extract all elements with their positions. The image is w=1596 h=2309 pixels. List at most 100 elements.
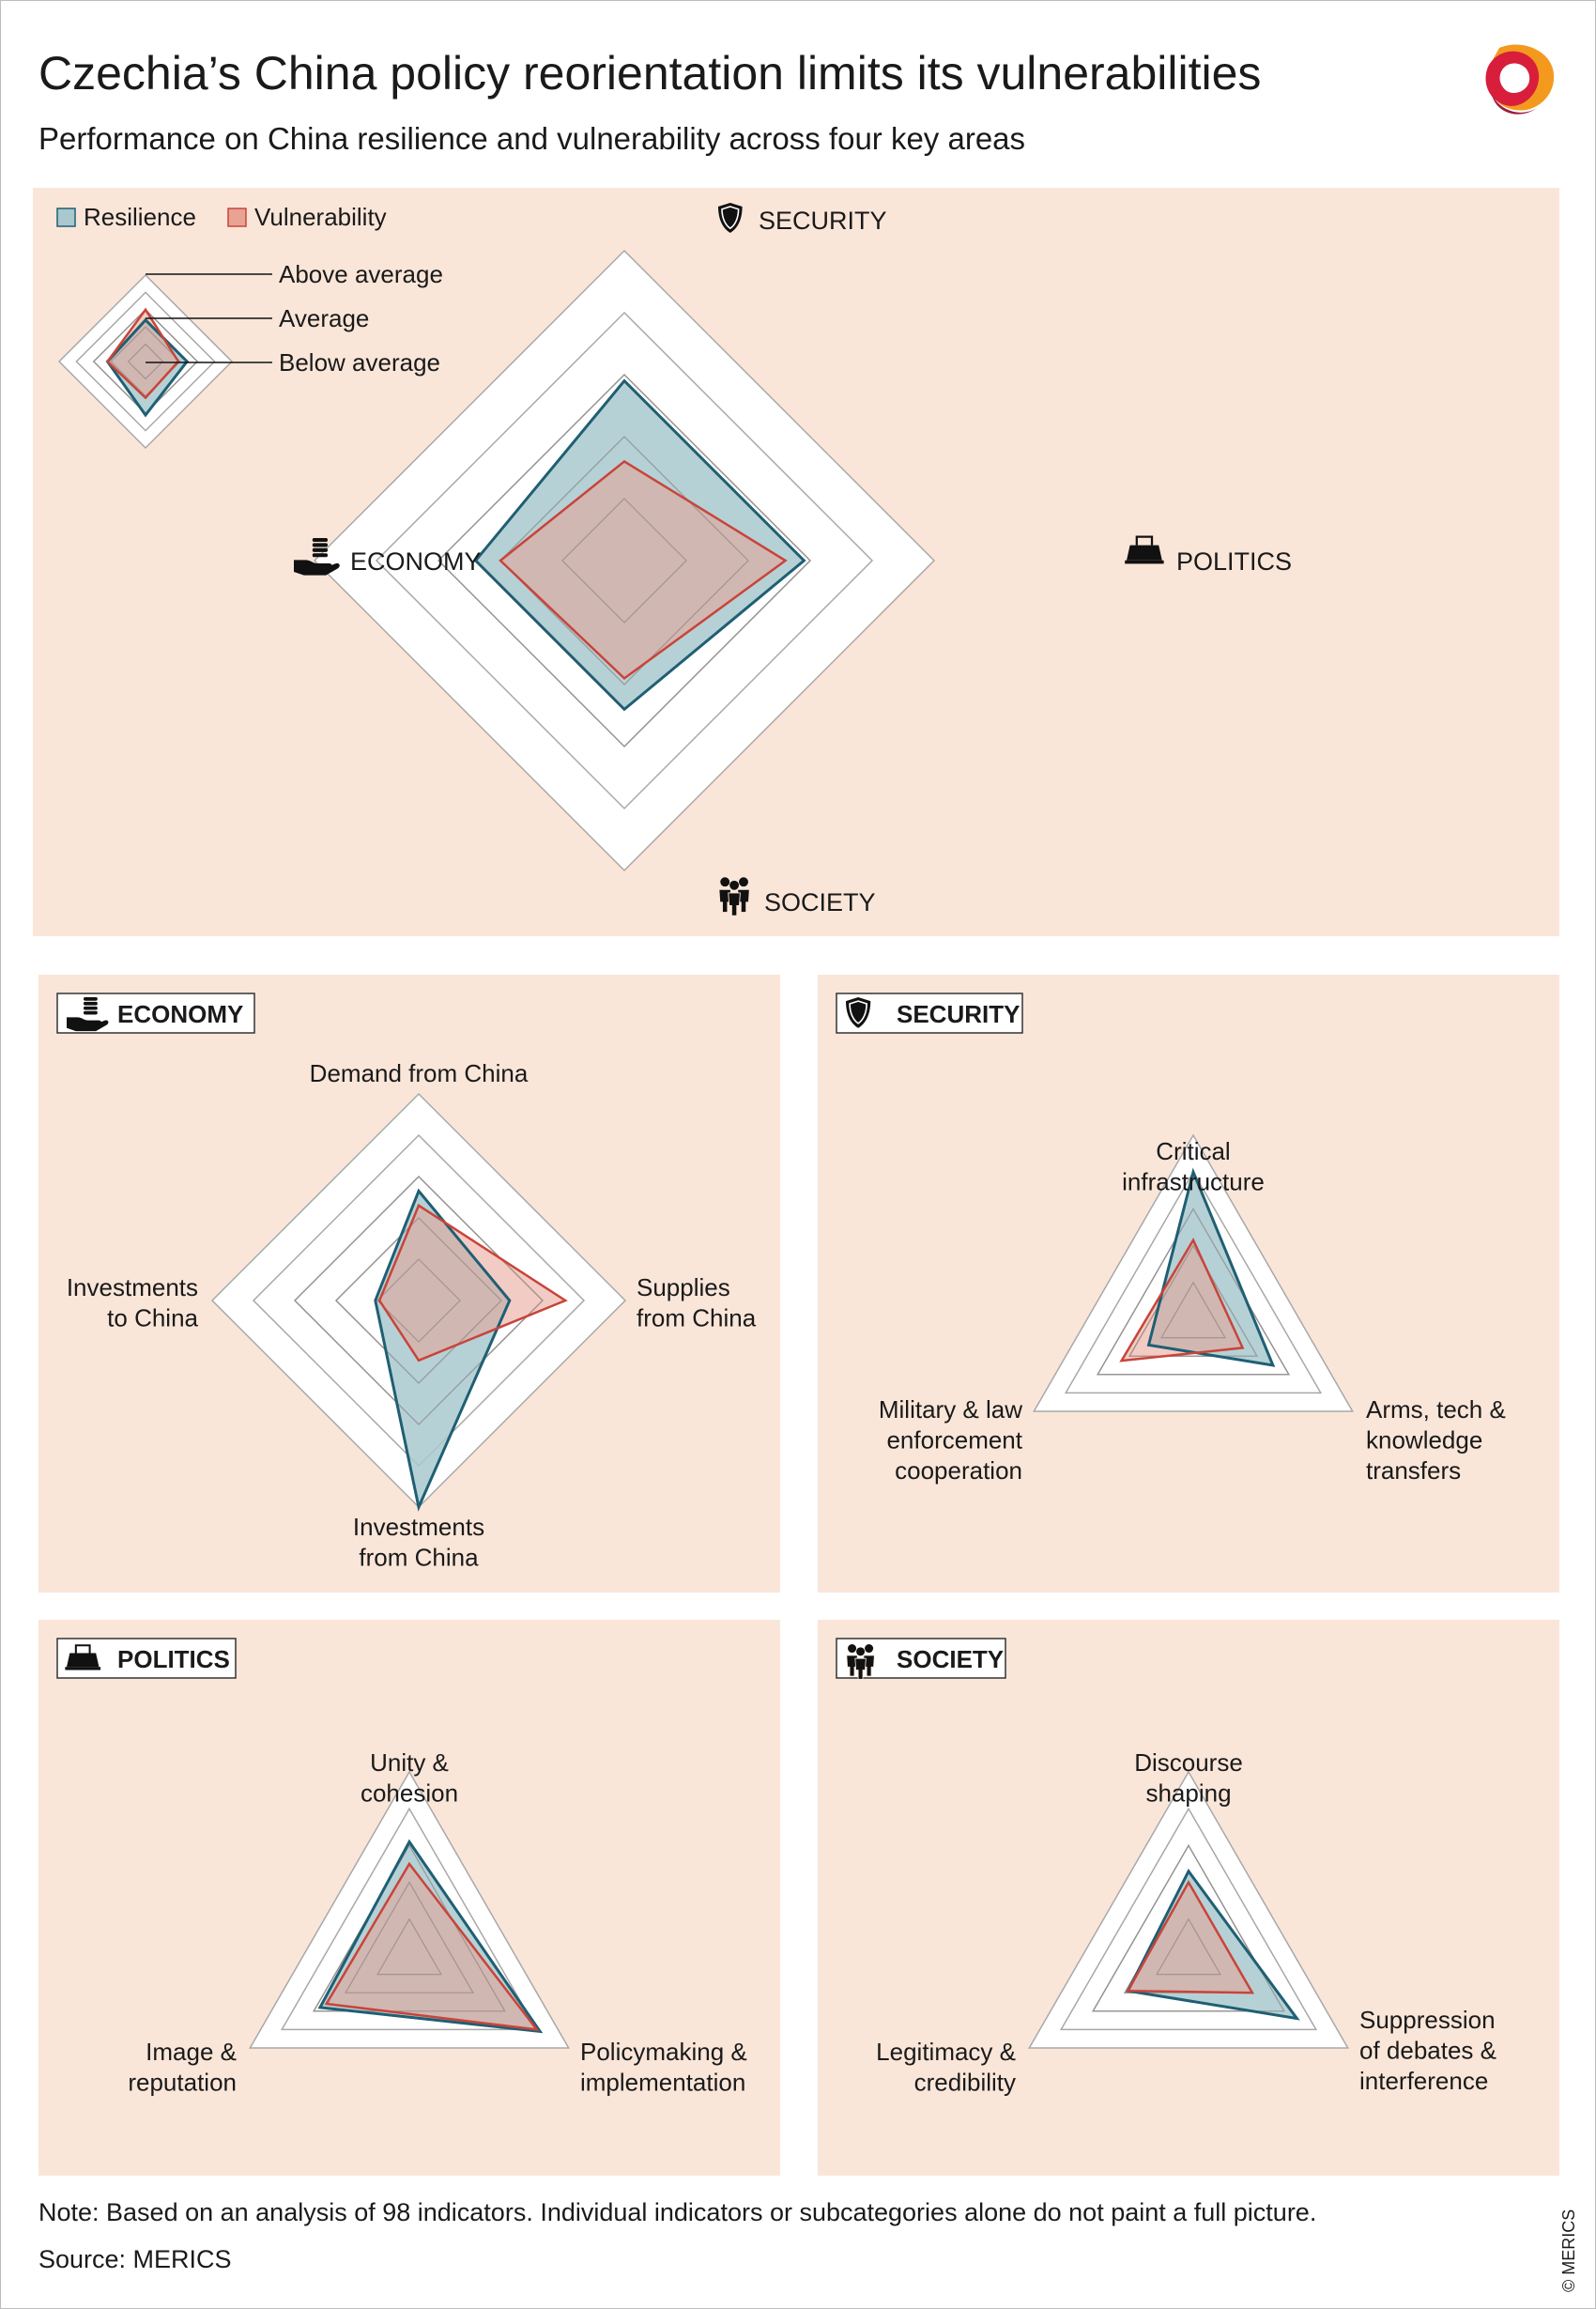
legend-mini-resilience-line — [105, 317, 190, 418]
legend-level-label: Below average — [279, 348, 440, 377]
politics-radar — [249, 1770, 570, 2049]
source-line: Source: MERICS — [38, 2245, 232, 2273]
politics-vulnerability-area — [326, 1864, 537, 2030]
politics-label: POLITICS — [117, 1645, 230, 1673]
overview-inner-grid — [499, 436, 749, 685]
coin — [312, 543, 328, 547]
security-inner-grid — [1097, 1208, 1290, 1376]
overview-vulnerability-area — [500, 461, 786, 679]
people-icon — [718, 877, 750, 916]
ballot-box-base — [65, 1667, 101, 1670]
person-head — [856, 1647, 866, 1656]
politics-grid-ring — [280, 1807, 539, 2031]
politics-radar-chart: POLITICS Unity &cohesion Policymaking & imp… — [56, 1638, 747, 2097]
axis-label-investments-to: Investments — [67, 1273, 198, 1301]
footnote: Note: Based on an analysis of 98 indicat… — [38, 2198, 1317, 2226]
society-axis-label-right: of debates & — [1359, 2037, 1496, 2065]
page-title: Czechia’s China policy reorientation lim… — [38, 47, 1262, 100]
ballot-paper — [1135, 535, 1154, 546]
politics-axis-label-left: reputation — [128, 2069, 237, 2097]
economy-radar — [210, 1092, 627, 1512]
politics-panel: POLITICS Unity & cohesion Policymaking & imp… — [38, 1620, 780, 2176]
axis-label-supplies: Supplies — [637, 1273, 730, 1301]
coins-hand-icon — [67, 997, 109, 1032]
legend-mini-grid-ring — [75, 291, 216, 432]
security-radar — [1033, 1133, 1354, 1412]
copyright: © MERICS — [1559, 2209, 1578, 2292]
hand — [294, 560, 340, 576]
security-inner-grid — [1160, 1281, 1226, 1339]
economy-vulnerability-area — [379, 1205, 566, 1361]
axis-label-investments-from: from China — [359, 1544, 479, 1572]
shield-icon-inner — [721, 206, 740, 230]
security-resilience-line — [1146, 1167, 1276, 1367]
society-resilience-line — [1126, 1868, 1300, 2021]
overview-radar-chart: SECURITY POLITICS SOCIETY ECONOMY Resilience… — [56, 203, 1292, 916]
person-body — [728, 892, 741, 916]
coin — [84, 1006, 98, 1010]
coin — [312, 538, 328, 543]
coin — [84, 1010, 98, 1015]
security-axis-label-left: cooperation — [895, 1456, 1022, 1485]
overview-vulnerability-line — [499, 459, 788, 681]
ballot-box-body — [1127, 545, 1162, 561]
society-axis-label-top: Discourse — [1134, 1748, 1243, 1777]
shield-icon — [718, 203, 743, 233]
security-vulnerability-line — [1119, 1238, 1245, 1362]
society-grid-ring — [1059, 1807, 1318, 2031]
coins-hand-icon — [294, 538, 340, 576]
security-axis-label-left: Military & law — [879, 1395, 1022, 1424]
shield-icon-shape — [846, 997, 871, 1028]
axis-label-supplies: from China — [637, 1304, 757, 1332]
shield-icon-shape — [718, 203, 743, 233]
economy-panel: ECONOMY Demand from China Supplies from Chi… — [38, 975, 780, 1593]
ballot-box-icon — [65, 1644, 101, 1670]
axis-label-society: SOCIETY — [764, 888, 876, 916]
economy-radar-chart: ECONOMY Demand from China Supplies from Chi… — [56, 993, 757, 1572]
security-axis-label-top: infrastructure — [1122, 1168, 1265, 1196]
society-axis-label-right: interference — [1359, 2067, 1488, 2095]
person-head — [865, 1644, 874, 1654]
economy-inner-grid — [335, 1217, 502, 1384]
overview-panel: SECURITY POLITICS SOCIETY ECONOMY Resilience… — [33, 188, 1559, 936]
legend-level-label: Average — [279, 304, 369, 332]
ballot-box-body — [67, 1653, 100, 1668]
politics-axis-label-right: Policymaking & — [580, 2038, 747, 2066]
society-axis-label-right: Suppression — [1359, 2006, 1496, 2034]
legend-mini-inner-grid — [127, 343, 164, 380]
page-subtitle: Performance on China resilience and vuln… — [38, 121, 1026, 156]
politics-axis-label-top: cohesion — [361, 1779, 458, 1808]
politics-inner-grid — [345, 1881, 474, 1993]
people-icon — [846, 1644, 875, 1680]
axis-label-demand: Demand from China — [310, 1059, 529, 1087]
society-axis-label-top: shaping — [1145, 1779, 1231, 1808]
axis-label-investments-from: Investments — [353, 1513, 484, 1541]
security-panel: SECURITY Critical infrastructure Arms, tech… — [818, 975, 1559, 1593]
society-vulnerability-area — [1128, 1882, 1252, 1993]
politics-axis-label-left: Image & — [146, 2038, 237, 2066]
security-grid-ring — [1064, 1170, 1323, 1394]
overview-resilience-line — [473, 378, 806, 712]
legend-vulnerability-label: Vulnerability — [254, 203, 387, 231]
coin — [312, 547, 328, 552]
politics-axis-label-right: implementation — [580, 2069, 745, 2097]
legend-level-label: Above average — [279, 260, 443, 288]
society-vulnerability-line — [1126, 1880, 1255, 1994]
overview-grid-ring — [375, 311, 874, 810]
society-inner-grid — [1092, 1844, 1285, 2012]
overview-radar — [313, 249, 936, 872]
ballot-paper — [74, 1644, 91, 1654]
person-head — [739, 877, 748, 887]
overview-inner-grid — [437, 374, 811, 747]
security-axis-label-right: knowledge — [1366, 1426, 1482, 1455]
politics-vulnerability-line — [324, 1861, 540, 2032]
security-axis-label-right: Arms, tech & — [1366, 1395, 1506, 1424]
society-label: SOCIETY — [897, 1645, 1004, 1673]
legend-mini-vulnerability-line — [105, 307, 180, 400]
person-head — [729, 880, 740, 890]
legend-vulnerability-swatch — [227, 208, 247, 227]
economy-inner-grid — [376, 1258, 461, 1343]
axis-label-politics: POLITICS — [1176, 547, 1292, 576]
